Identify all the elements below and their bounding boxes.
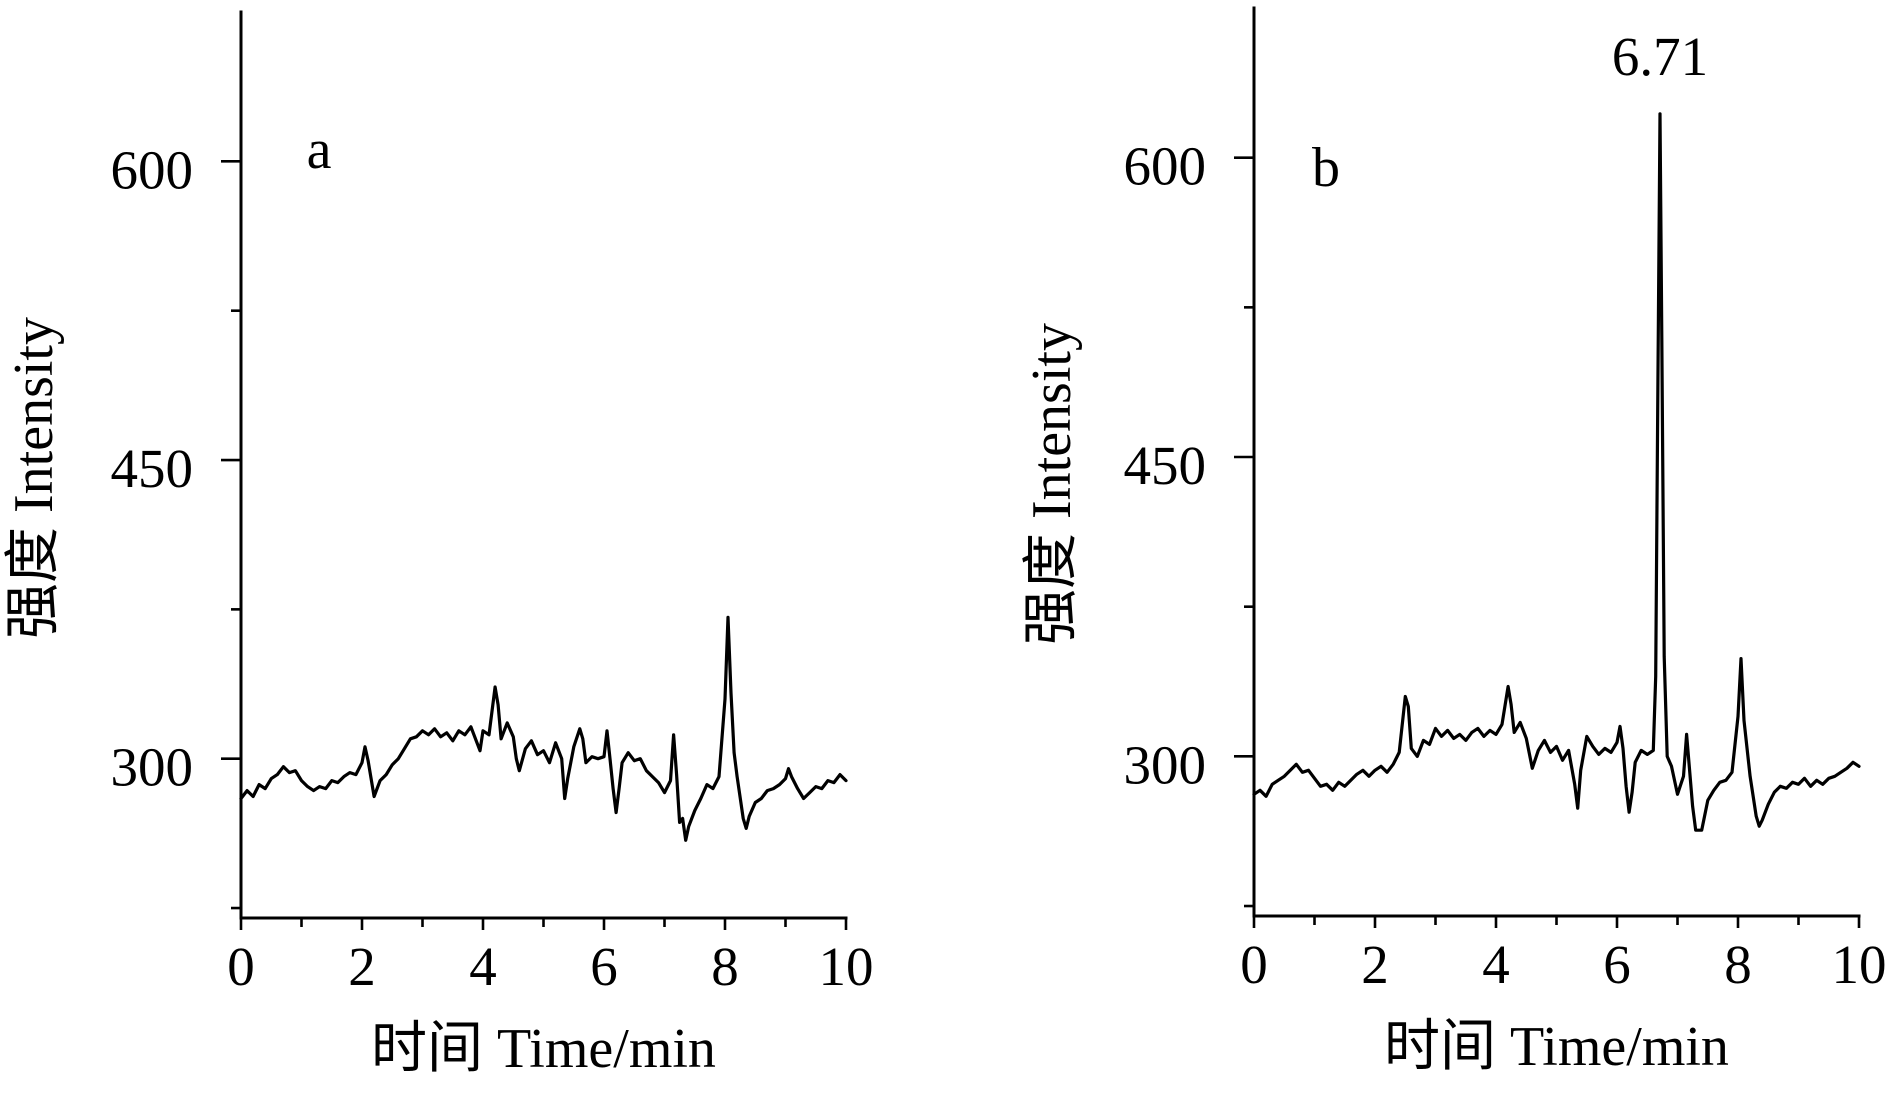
x-tick-label: 2 — [348, 936, 376, 997]
chart-panel-b: 0 2 4 6 8 10 300 450 600 时间 Time/min 强度 Intensity b… — [1021, 6, 1887, 1078]
x-tick-label: 6 — [590, 936, 618, 997]
series-line — [239, 615, 848, 842]
x-tick-label: 0 — [227, 936, 255, 997]
x-tick-label: 6 — [1603, 934, 1631, 995]
x-tick-label: 4 — [1482, 934, 1510, 995]
x-tick-label: 4 — [469, 936, 497, 997]
x-tick-label: 8 — [1724, 934, 1752, 995]
panel-label: a — [307, 119, 332, 181]
x-tick-label: 8 — [711, 936, 739, 997]
x-tick-label: 2 — [1361, 934, 1389, 995]
y-axis-label: 强度 Intensity — [3, 317, 65, 639]
x-axis-label: 时间 Time/min — [371, 1018, 716, 1080]
y-tick-label: 300 — [111, 737, 194, 798]
chart-panel-a: 0 2 4 6 8 10 300 450 600 时间 Time/min 强度 Intensity a — [3, 10, 874, 1080]
series-line — [1252, 112, 1861, 832]
y-tick-label: 600 — [1124, 136, 1207, 197]
y-tick-label: 600 — [111, 139, 194, 200]
panel-label: b — [1312, 137, 1340, 199]
y-axis-label: 强度 Intensity — [1021, 323, 1083, 645]
y-tick-label: 300 — [1124, 734, 1207, 795]
peak-annotation-label: 6.71 — [1612, 26, 1708, 87]
x-tick-label: 0 — [1240, 934, 1268, 995]
x-axis-label: 时间 Time/min — [1384, 1016, 1729, 1078]
y-tick-label: 450 — [1124, 435, 1207, 496]
x-tick-label: 10 — [819, 936, 874, 997]
y-tick-label: 450 — [111, 438, 194, 499]
x-tick-label: 10 — [1832, 934, 1887, 995]
